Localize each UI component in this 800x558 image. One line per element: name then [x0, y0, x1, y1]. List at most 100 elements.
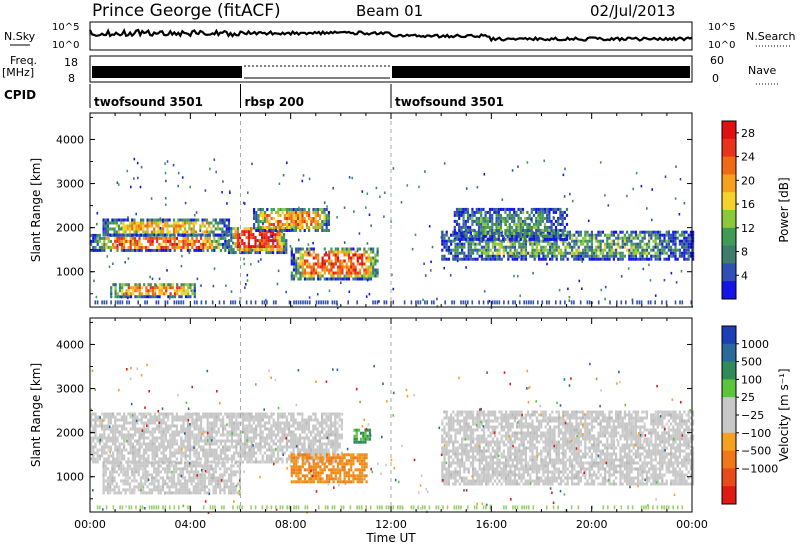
heatmap-cell: [228, 234, 230, 237]
scatter-cell: [401, 201, 403, 204]
near-range-cell: [609, 300, 611, 304]
heatmap-cell: [458, 232, 460, 235]
heatmap-cell: [526, 229, 528, 232]
heatmap-cell: [127, 476, 129, 479]
scatter-cell: [189, 252, 191, 255]
heatmap-cell: [184, 231, 186, 234]
heatmap-cell: [314, 437, 316, 440]
heatmap-cell: [330, 269, 332, 272]
heatmap-cell: [213, 249, 215, 252]
heatmap-cell: [118, 488, 120, 491]
scatter-cell: [196, 211, 198, 214]
heatmap-cell: [181, 283, 183, 286]
heatmap-cell: [152, 243, 154, 246]
heatmap-cell: [217, 225, 219, 228]
heatmap-cell: [110, 419, 112, 422]
heatmap-cell: [158, 413, 160, 416]
heatmap-cell: [209, 446, 211, 449]
colorbar-segment: [722, 157, 736, 175]
heatmap-cell: [202, 446, 204, 449]
heatmap-cell: [663, 234, 665, 237]
heatmap-cell: [122, 473, 124, 476]
heatmap-cell: [496, 229, 498, 232]
heatmap-cell: [218, 237, 220, 240]
heatmap-cell: [226, 458, 228, 461]
heatmap-cell: [126, 289, 128, 292]
heatmap-cell: [264, 425, 266, 428]
heatmap-cell: [674, 258, 676, 261]
heatmap-cell: [122, 470, 124, 473]
heatmap-cell: [165, 413, 167, 416]
heatmap-cell: [230, 239, 232, 242]
heatmap-cell: [155, 476, 157, 479]
heatmap-cell: [207, 240, 209, 243]
heatmap-cell: [182, 446, 184, 449]
heatmap-cell: [633, 252, 635, 255]
heatmap-cell: [143, 437, 145, 440]
heatmap-cell: [149, 443, 151, 446]
heatmap-cell: [500, 214, 502, 217]
heatmap-cell: [472, 258, 474, 261]
heatmap-cell: [301, 419, 303, 422]
heatmap-cell: [496, 232, 498, 235]
heatmap-cell: [145, 286, 147, 289]
near-range-cell: [666, 300, 668, 304]
heatmap-cell: [220, 452, 222, 455]
heatmap-cell: [548, 226, 550, 229]
heatmap-cell: [184, 491, 186, 494]
heatmap-cell: [180, 461, 182, 464]
heatmap-cell: [143, 452, 145, 455]
heatmap-cell: [288, 211, 290, 214]
heatmap-cell: [204, 449, 206, 452]
heatmap-cell: [114, 449, 116, 452]
near-range-cell: [101, 300, 103, 304]
scatter-cell: [626, 195, 628, 198]
heatmap-cell: [209, 431, 211, 434]
heatmap-cell: [571, 234, 573, 237]
heatmap-cell: [160, 464, 162, 467]
scatter-cell: [124, 261, 126, 264]
heatmap-cell: [119, 289, 121, 292]
near-range-cell: [316, 300, 318, 304]
heatmap-cell: [163, 431, 165, 434]
heatmap-cell: [163, 443, 165, 446]
heatmap-cell: [323, 217, 325, 220]
heatmap-cell: [169, 449, 171, 452]
heatmap-cell: [112, 440, 114, 443]
scatter-cell: [651, 219, 653, 222]
near-range-cell: [560, 300, 562, 304]
heatmap-cell: [154, 413, 156, 416]
heatmap-cell: [259, 233, 261, 236]
heatmap-cell: [185, 437, 187, 440]
heatmap-cell: [456, 235, 458, 238]
heatmap-cell: [182, 234, 184, 237]
heatmap-cell: [279, 416, 281, 419]
heatmap-cell: [479, 255, 481, 258]
heatmap-cell: [276, 248, 278, 251]
heatmap-cell: [648, 252, 650, 255]
heatmap-cell: [132, 458, 134, 461]
heatmap-cell: [149, 434, 151, 437]
heatmap-cell: [458, 235, 460, 238]
colorbar-tick-label: 8: [741, 246, 748, 259]
heatmap-cell: [187, 431, 189, 434]
heatmap-cell: [312, 440, 314, 443]
heatmap-cell: [254, 245, 256, 248]
scatter-cell: [340, 282, 342, 285]
heatmap-cell: [241, 239, 243, 242]
heatmap-cell: [142, 485, 144, 488]
heatmap-cell: [509, 217, 511, 220]
heatmap-cell: [672, 231, 674, 234]
heatmap-cell: [185, 289, 187, 292]
heatmap-cell: [291, 278, 293, 281]
heatmap-cell: [167, 286, 169, 289]
heatmap-cell: [125, 449, 127, 452]
scatter-cell: [200, 284, 202, 287]
heatmap-cell: [120, 464, 122, 467]
heatmap-cell: [114, 431, 116, 434]
scatter-cell: [160, 227, 162, 230]
heatmap-cell: [246, 437, 248, 440]
heatmap-cell: [659, 258, 661, 261]
heatmap-cell: [339, 413, 341, 416]
heatmap-cell: [99, 458, 101, 461]
